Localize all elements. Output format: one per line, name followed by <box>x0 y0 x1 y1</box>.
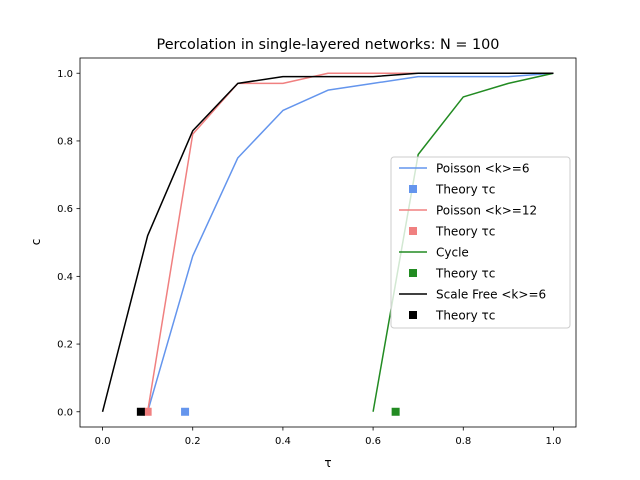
y-tick-label: 0.4 <box>57 272 73 283</box>
series-line-4 <box>101 72 554 412</box>
legend-marker-swatch <box>409 269 417 277</box>
legend-box <box>390 156 571 329</box>
legend-label: Theory τc <box>435 183 495 197</box>
x-tick-label: 0.2 <box>185 436 201 447</box>
x-tick-label: 0.6 <box>365 436 381 447</box>
legend-marker-swatch <box>409 311 417 319</box>
y-tick-label: 0.2 <box>57 340 73 351</box>
x-axis-label: τ <box>324 456 331 470</box>
chart-title: Percolation in single-layered networks: … <box>157 37 500 53</box>
x-tick-label: 1.0 <box>546 436 562 447</box>
legend-marker-swatch <box>409 227 417 235</box>
theory-marker-3 <box>391 407 400 416</box>
legend-label: Scale Free <k>=6 <box>436 288 546 302</box>
legend-label: Theory τc <box>435 225 495 239</box>
x-tick-label: 0.4 <box>275 436 291 447</box>
y-axis-label: c <box>29 239 43 246</box>
x-tick-label: 0.8 <box>455 436 471 447</box>
legend-label: Poisson <k>=12 <box>436 204 537 218</box>
x-tick-label: 0.0 <box>95 436 111 447</box>
legend-label: Cycle <box>436 246 469 260</box>
theory-marker-4 <box>136 407 145 416</box>
legend-marker-swatch <box>409 185 417 193</box>
y-tick-label: 0.8 <box>57 137 73 148</box>
legend-label: Theory τc <box>435 309 495 323</box>
legend-label: Poisson <k>=6 <box>436 162 530 176</box>
y-tick-label: 0.0 <box>57 407 73 418</box>
axes-frame <box>79 57 577 428</box>
y-tick-label: 1.0 <box>57 69 73 80</box>
theory-marker-1 <box>181 407 190 416</box>
series-line-1 <box>146 72 554 412</box>
legend-label: Theory τc <box>435 267 495 281</box>
legend: Poisson <k>=6 Theory τc Poisson <k>=12 Theo… <box>390 156 571 329</box>
y-tick-label: 0.6 <box>57 204 73 215</box>
theory-marker-2 <box>143 407 152 416</box>
